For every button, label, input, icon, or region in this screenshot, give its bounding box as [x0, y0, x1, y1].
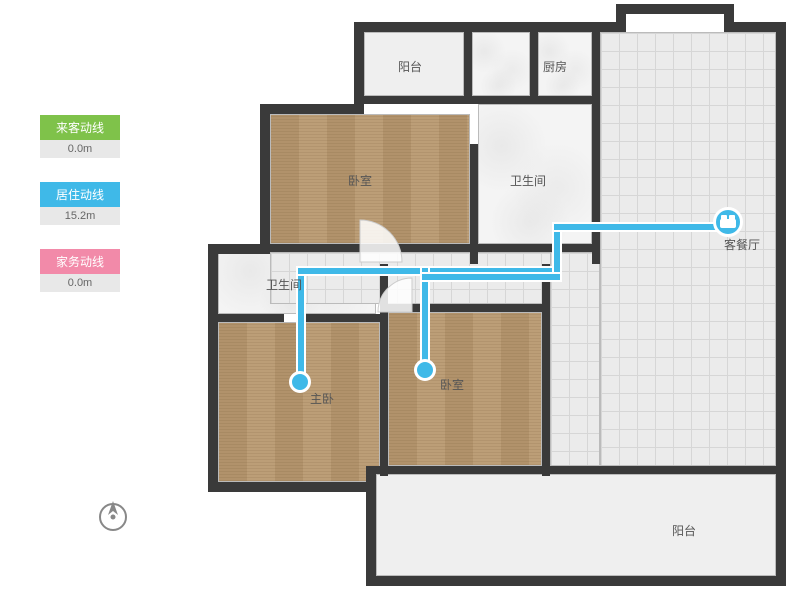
- outer-wall-13: [366, 576, 786, 586]
- living-path-node-1: [414, 359, 436, 381]
- outer-wall-14: [776, 466, 786, 584]
- outer-wall-8: [260, 104, 270, 252]
- room-kitchen: [538, 32, 592, 96]
- room-balcony-top: [364, 32, 464, 96]
- outer-wall-10: [208, 244, 218, 490]
- inner-wall-12: [376, 466, 786, 474]
- outer-wall-11: [208, 482, 374, 492]
- outer-wall-6: [354, 22, 364, 104]
- outer-wall-5: [776, 22, 786, 476]
- room-hallway-2: [550, 252, 600, 466]
- inner-wall-1: [464, 32, 472, 104]
- living-path-seg-4: [552, 226, 562, 276]
- legend-item-chores: 家务动线 0.0m: [40, 249, 120, 292]
- bed-icon: [713, 207, 743, 237]
- inner-wall-0: [354, 96, 600, 104]
- inner-wall-6: [482, 244, 600, 252]
- legend: 来客动线 0.0m 居住动线 15.2m 家务动线 0.0m: [40, 115, 120, 316]
- inner-wall-9: [542, 264, 550, 476]
- legend-label-guest: 来客动线: [40, 115, 120, 140]
- legend-value-living: 15.2m: [40, 207, 120, 225]
- outer-wall-2: [616, 4, 724, 14]
- room-gap-top: [472, 32, 530, 96]
- legend-value-chores: 0.0m: [40, 274, 120, 292]
- living-path-seg-6: [420, 272, 562, 282]
- compass-icon: [96, 500, 130, 539]
- inner-wall-11: [306, 314, 386, 322]
- living-path-node-0: [289, 371, 311, 393]
- legend-label-chores: 家务动线: [40, 249, 120, 274]
- living-path-seg-5: [552, 222, 736, 232]
- legend-value-guest: 0.0m: [40, 140, 120, 158]
- floorplan: 阳台厨房卧室卫生间客餐厅卫生间主卧卧室阳台: [180, 4, 790, 598]
- outer-wall-12: [366, 466, 376, 584]
- living-path-seg-0: [296, 274, 306, 386]
- inner-wall-2: [530, 32, 538, 104]
- outer-wall-0: [354, 22, 626, 32]
- legend-item-living: 居住动线 15.2m: [40, 182, 120, 225]
- outer-wall-7: [260, 104, 364, 114]
- legend-label-living: 居住动线: [40, 182, 120, 207]
- legend-item-guest: 来客动线 0.0m: [40, 115, 120, 158]
- room-balcony-bot: [376, 474, 776, 576]
- room-living-dining: [600, 32, 776, 466]
- door-arc-1: [376, 276, 448, 348]
- inner-wall-10: [218, 314, 284, 322]
